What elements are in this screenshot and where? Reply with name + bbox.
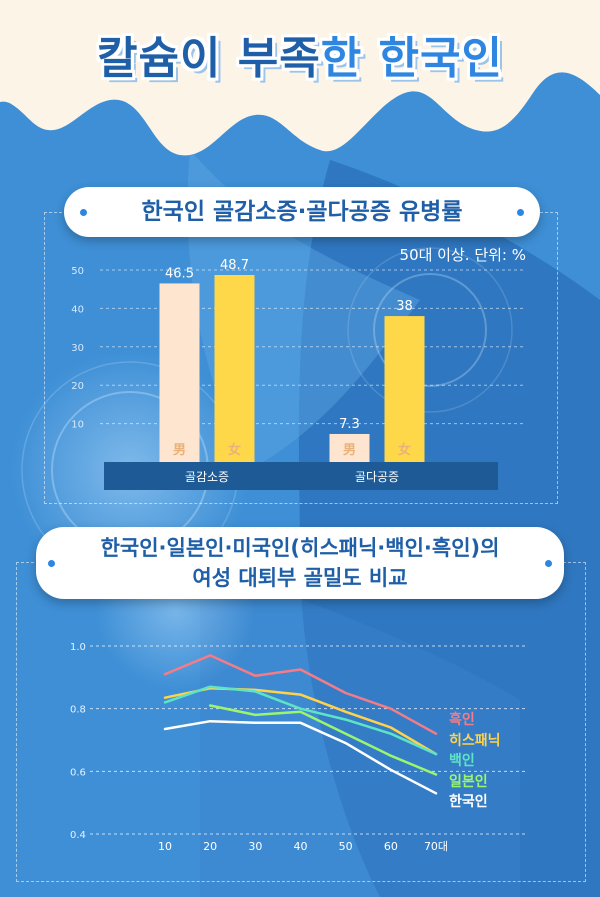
- title-part-dark: 칼슘이 부족: [97, 33, 321, 84]
- data-label: 38: [396, 299, 413, 314]
- series-legend-label: 히스패닉: [449, 732, 501, 749]
- x-tick-label: 40: [294, 840, 308, 853]
- section2-title-pill: 한국인·일본인·미국인(히스패닉·백인·흑인)의 여성 대퇴부 골밀도 비교: [36, 527, 564, 599]
- bullet-dot-right: [545, 560, 552, 567]
- y-tick-label: 50: [71, 266, 84, 277]
- y-tick-label: 20: [71, 381, 84, 392]
- series-label: 男: [173, 443, 186, 458]
- bullet-dot-left: [48, 560, 55, 567]
- series-line: [208, 704, 438, 776]
- data-label: 7.3: [339, 417, 360, 432]
- data-label: 46.5: [165, 266, 194, 281]
- bullet-dot-right: [517, 209, 524, 216]
- y-tick-label: 1.0: [70, 642, 86, 653]
- category-band: [104, 462, 498, 490]
- category-label: 골감소증: [185, 470, 229, 484]
- main-title: 칼슘이 부족한 한국인: [0, 22, 600, 86]
- section1-title-pill: 한국인 골감소증·골다공증 유병률: [64, 187, 540, 237]
- data-label: 48.7: [220, 258, 249, 273]
- bar: [214, 274, 255, 462]
- series-line: [163, 719, 438, 795]
- y-tick-label: 40: [71, 304, 84, 315]
- series-label: 女: [228, 442, 241, 458]
- x-tick-label: 70대: [424, 840, 448, 853]
- bar: [329, 433, 370, 462]
- series-label: 男: [343, 443, 356, 458]
- series-line: [163, 687, 438, 756]
- y-tick-label: 30: [71, 343, 84, 354]
- y-tick-label: 0.8: [70, 705, 86, 716]
- section2-title-line2: 여성 대퇴부 골밀도 비교: [192, 566, 408, 590]
- bar: [159, 283, 200, 462]
- x-tick-label: 10: [158, 840, 172, 853]
- series-line: [163, 654, 438, 735]
- unit-note: 50대 이상. 단위: %: [399, 246, 526, 264]
- x-tick-label: 20: [203, 840, 217, 853]
- series-line: [163, 685, 438, 756]
- bullet-dot-left: [80, 209, 87, 216]
- y-tick-label: 0.4: [70, 830, 86, 841]
- series-legend-label: 한국인: [449, 793, 488, 810]
- series-label: 女: [398, 442, 411, 458]
- x-tick-label: 30: [248, 840, 262, 853]
- x-tick-label: 50: [339, 840, 353, 853]
- series-legend-label: 흑인: [449, 711, 475, 728]
- series-legend-label: 백인: [449, 752, 475, 769]
- bar: [384, 316, 425, 462]
- section2-title-line1: 한국인·일본인·미국인(히스패닉·백인·흑인)의: [100, 536, 500, 560]
- y-tick-label: 10: [71, 420, 84, 431]
- series-legend-label: 일본인: [449, 773, 488, 790]
- x-tick-label: 60: [384, 840, 398, 853]
- title-part-light: 한 한국인: [320, 33, 503, 84]
- section1-title: 한국인 골감소증·골다공증 유병률: [141, 199, 463, 225]
- y-tick-label: 0.6: [70, 767, 86, 778]
- category-label: 골다공증: [355, 470, 399, 484]
